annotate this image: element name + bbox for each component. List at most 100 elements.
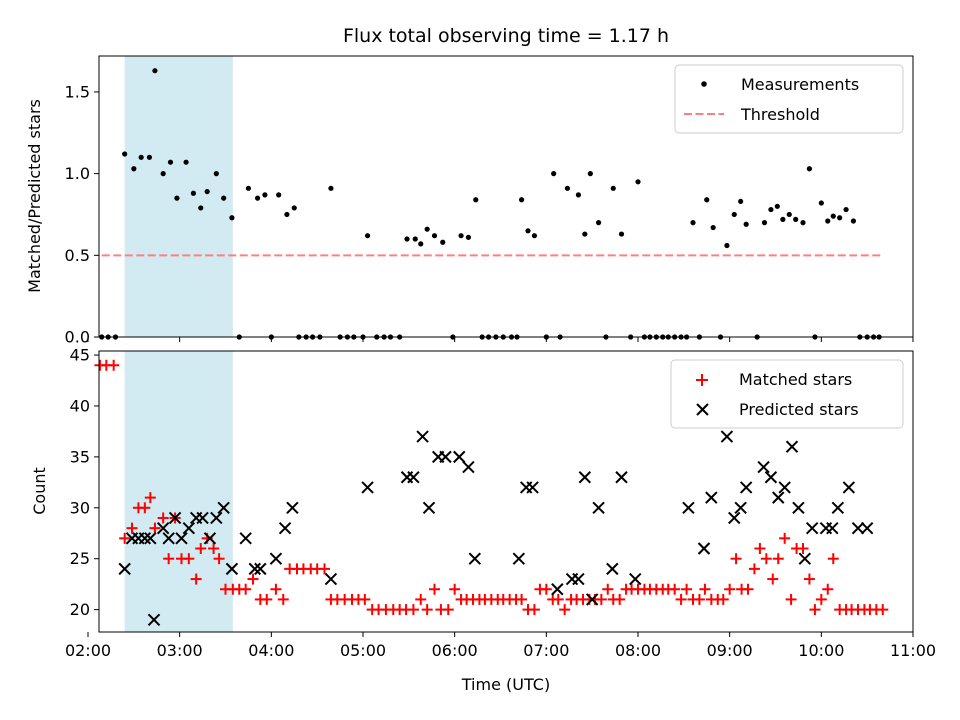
legend-measurements-label: Measurements bbox=[741, 75, 859, 94]
measurement-point bbox=[768, 206, 774, 213]
measurement-point bbox=[262, 192, 268, 198]
bottom-y-axis-label: Count bbox=[30, 467, 49, 515]
matched-star-point bbox=[809, 604, 821, 616]
predicted-star-point bbox=[734, 501, 747, 514]
predicted-star-point bbox=[526, 481, 539, 494]
matched-star-point bbox=[139, 502, 151, 514]
predicted-star-point bbox=[705, 491, 718, 504]
predicted-star-point bbox=[453, 450, 466, 464]
matched-star-point bbox=[693, 593, 705, 605]
measurement-point bbox=[806, 166, 813, 172]
top-y-axis-label: Matched/Predicted stars bbox=[25, 99, 44, 293]
measurement-point bbox=[690, 220, 696, 226]
measurement-point bbox=[473, 197, 479, 203]
measurement-point bbox=[587, 171, 593, 177]
measurement-point bbox=[610, 185, 616, 191]
x-tick-label: 04:00 bbox=[248, 641, 294, 660]
measurement-point bbox=[582, 231, 588, 237]
measurement-point bbox=[204, 188, 210, 195]
predicted-star-point bbox=[217, 501, 230, 514]
measurement-point bbox=[525, 228, 531, 234]
bottom-legend-box bbox=[670, 359, 904, 429]
matched-star-point bbox=[195, 543, 207, 555]
matched-star-point bbox=[552, 593, 564, 605]
matched-star-point bbox=[803, 573, 815, 585]
y-tick-label: 1.0 bbox=[65, 164, 90, 183]
measurement-point bbox=[131, 166, 137, 172]
measurement-point bbox=[551, 171, 557, 177]
measurement-point bbox=[412, 236, 418, 242]
predicted-star-point bbox=[324, 572, 338, 586]
predicted-star-point bbox=[572, 572, 585, 586]
matched-star-point bbox=[183, 553, 195, 565]
predicted-star-point bbox=[606, 562, 619, 576]
bottom-y-ticks: 20 25 30 35 40 45 bbox=[70, 346, 99, 619]
measurement-point bbox=[284, 211, 290, 218]
measurement-point bbox=[424, 226, 430, 232]
matched-star-point bbox=[407, 604, 419, 616]
matched-star-point bbox=[760, 553, 772, 565]
y-tick-label: 0.0 bbox=[65, 328, 90, 347]
matched-star-point bbox=[319, 563, 330, 575]
matched-star-point bbox=[190, 573, 202, 585]
predicted-star-point bbox=[361, 481, 374, 494]
matched-star-point bbox=[144, 492, 156, 504]
predicted-star-point bbox=[778, 481, 791, 494]
measurement-point bbox=[276, 192, 282, 198]
measurement-point bbox=[431, 233, 438, 239]
predicted-star-point bbox=[826, 521, 839, 535]
measurement-point bbox=[780, 216, 786, 222]
bottom-legend: Matched stars Predicted stars bbox=[670, 359, 904, 429]
matched-star-point bbox=[754, 543, 766, 555]
matched-star-point bbox=[261, 593, 273, 605]
measurement-point bbox=[793, 216, 799, 222]
predicted-star-point bbox=[805, 521, 819, 535]
matched-star-point bbox=[429, 583, 440, 595]
predicted-star-point bbox=[792, 501, 805, 514]
predicted-star-point bbox=[798, 552, 812, 565]
predicted-star-point bbox=[592, 501, 605, 514]
x-tick-label: 03:00 bbox=[157, 641, 203, 660]
measurement-point bbox=[531, 233, 538, 239]
matched-star-point bbox=[724, 583, 736, 595]
measurement-point bbox=[774, 203, 780, 209]
measurement-point bbox=[254, 195, 261, 201]
legend-matched-marker bbox=[696, 374, 708, 386]
measurement-point bbox=[190, 190, 197, 196]
predicted-star-point bbox=[278, 521, 292, 535]
measurement-point bbox=[174, 195, 180, 201]
legend-predicted-label: Predicted stars bbox=[739, 400, 859, 419]
measurement-point bbox=[138, 154, 144, 160]
predicted-star-point bbox=[512, 552, 526, 565]
predicted-star-point bbox=[831, 501, 845, 514]
top-x-ticks bbox=[87, 337, 914, 342]
x-axis-label: Time (UTC) bbox=[461, 675, 550, 694]
legend-predicted-marker bbox=[696, 403, 709, 416]
top-y-ticks: 0.0 0.5 1.0 1.5 bbox=[65, 82, 99, 347]
matched-star-point bbox=[208, 543, 220, 555]
measurement-point bbox=[595, 220, 602, 226]
matched-stars-points bbox=[94, 359, 889, 616]
matched-star-point bbox=[669, 583, 681, 595]
predicted-star-point bbox=[156, 521, 170, 535]
observing-span-bottom bbox=[124, 351, 233, 632]
predicted-star-point bbox=[697, 542, 711, 555]
measurement-point bbox=[786, 211, 792, 218]
x-tick-label: 07:00 bbox=[523, 641, 569, 660]
measurement-point bbox=[704, 197, 710, 203]
measurement-point bbox=[221, 195, 227, 201]
predicted-star-point bbox=[168, 511, 182, 525]
top-legend-box bbox=[674, 64, 904, 134]
predicted-star-point bbox=[757, 460, 770, 474]
predicted-star-point bbox=[269, 552, 283, 565]
predicted-star-point bbox=[585, 593, 599, 606]
measurement-point bbox=[328, 185, 334, 191]
matched-star-point bbox=[822, 583, 834, 595]
measurement-point bbox=[825, 218, 831, 224]
matched-star-point bbox=[717, 593, 729, 605]
matched-star-point bbox=[528, 604, 540, 616]
matched-star-point bbox=[540, 583, 552, 595]
y-tick-label: 30 bbox=[70, 498, 90, 517]
predicted-stars-points bbox=[118, 430, 874, 626]
